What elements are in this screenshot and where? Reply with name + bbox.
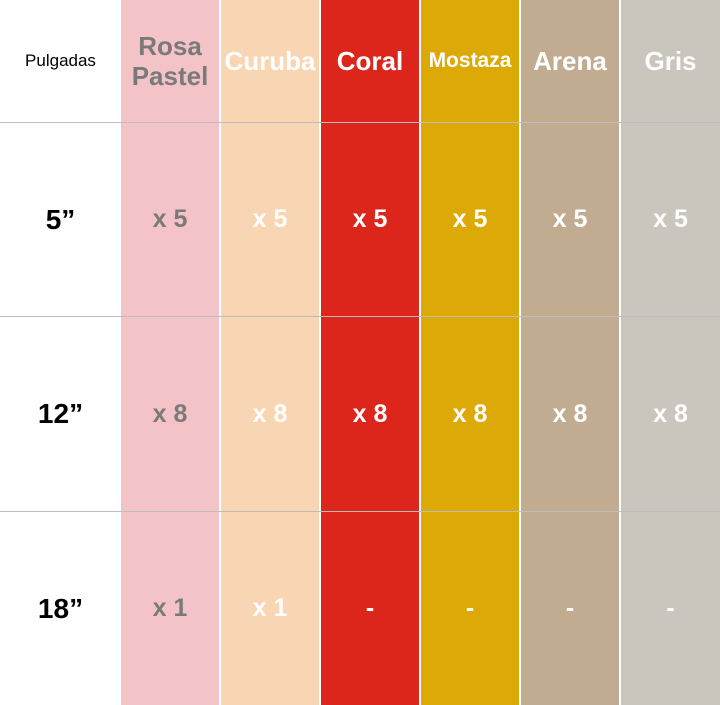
qty-cell: x 5 bbox=[552, 205, 588, 233]
qty-cell: x 5 bbox=[653, 205, 688, 233]
qty-cell: x 8 bbox=[252, 399, 288, 428]
qty-cell: - bbox=[465, 594, 475, 622]
header-gris: Gris bbox=[621, 0, 720, 122]
size-label-5: 5” bbox=[45, 203, 76, 235]
qty-cell: - bbox=[666, 594, 675, 622]
qty-cell: x 8 bbox=[452, 399, 488, 428]
qty-cell: x 5 bbox=[252, 205, 288, 233]
column-curuba bbox=[221, 0, 319, 705]
header-mostaza-label: Mostaza bbox=[428, 49, 512, 72]
header-rosa-pastel-line1: Rosa bbox=[138, 31, 202, 61]
row-divider bbox=[0, 316, 720, 317]
qty-cell: x 8 bbox=[352, 399, 388, 428]
qty-cell: x 1 bbox=[252, 594, 288, 622]
row-divider bbox=[0, 511, 720, 512]
qty-cell: x 1 bbox=[152, 594, 188, 622]
header-arena: Arena bbox=[521, 0, 619, 122]
qty-cell: - bbox=[565, 594, 575, 622]
header-curuba-label: Curuba bbox=[224, 46, 316, 76]
qty-cell: x 8 bbox=[653, 399, 688, 428]
header-arena-label: Arena bbox=[533, 46, 607, 76]
header-coral: Coral bbox=[321, 0, 419, 122]
column-coral bbox=[321, 0, 419, 705]
qty-cell: x 5 bbox=[152, 205, 188, 233]
qty-cell: x 5 bbox=[452, 205, 488, 233]
qty-cell: x 5 bbox=[352, 205, 388, 233]
column-mostaza bbox=[421, 0, 519, 705]
header-curuba: Curuba bbox=[221, 0, 319, 122]
header-gris-label: Gris bbox=[644, 46, 697, 76]
header-mostaza: Mostaza bbox=[421, 0, 519, 122]
header-rosa-pastel: Rosa Pastel bbox=[121, 0, 219, 122]
row-divider bbox=[0, 122, 720, 123]
column-gris bbox=[621, 0, 720, 705]
qty-cell: x 8 bbox=[552, 399, 588, 428]
column-arena bbox=[521, 0, 619, 705]
corner-label: Pulgadas bbox=[25, 51, 96, 70]
qty-cell: x 8 bbox=[152, 399, 188, 428]
header-coral-label: Coral bbox=[336, 46, 404, 76]
size-label-18: 18” bbox=[37, 592, 84, 624]
size-label-12: 12” bbox=[37, 398, 84, 429]
column-rosa-pastel bbox=[121, 0, 219, 705]
qty-cell: - bbox=[365, 594, 375, 622]
header-rosa-pastel-line2: Pastel bbox=[131, 61, 209, 91]
